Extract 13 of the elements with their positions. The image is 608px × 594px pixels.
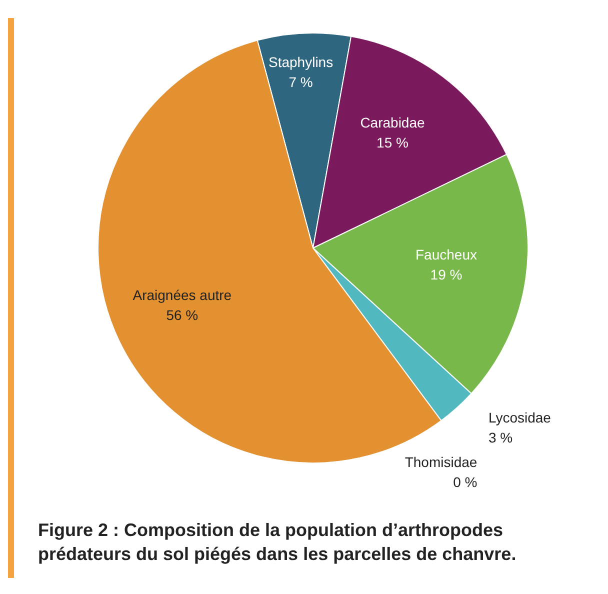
data-label: 3 %	[488, 430, 513, 446]
slice-label: Araignées autre	[132, 286, 232, 303]
slice-label: Carabidae	[360, 114, 425, 131]
data-label: 7 %	[288, 74, 313, 90]
data-label: 15 %	[376, 134, 408, 151]
text: 0 %	[453, 474, 478, 490]
slice-label: Faucheux	[416, 246, 477, 262]
slice-label: Staphylins	[268, 54, 334, 70]
slice-label: Lycosidae	[488, 410, 552, 426]
category-label: Thomisidae	[404, 454, 478, 470]
text: Figure 2 : Composition de la population d’arthropodes prédateurs du sol piégés dans les parcelles de chanvre.	[38, 519, 518, 566]
data-label: 56 %	[166, 306, 198, 323]
data-label: 19 %	[430, 266, 462, 282]
